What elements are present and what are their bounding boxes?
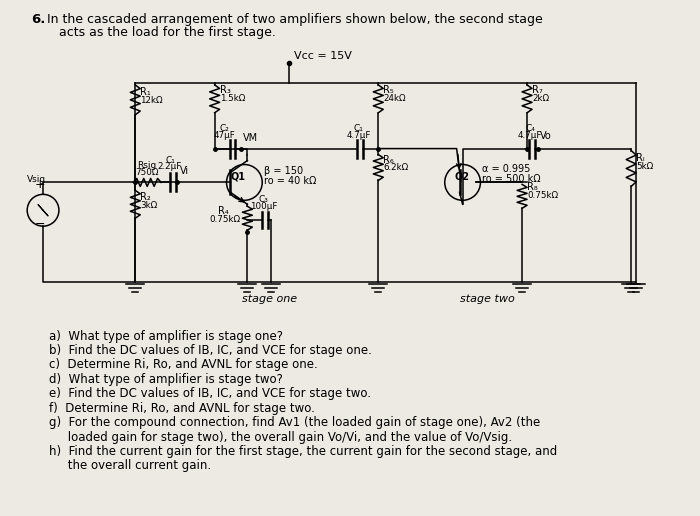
Text: b)  Find the DC values of IB, IC, and VCE for stage one.: b) Find the DC values of IB, IC, and VCE…: [49, 344, 372, 357]
Text: 100μF: 100μF: [249, 202, 277, 211]
Text: C₄: C₄: [525, 124, 535, 133]
Text: C₂: C₂: [220, 124, 230, 133]
Text: 0.75kΩ: 0.75kΩ: [210, 215, 241, 224]
Text: 24kΩ: 24kΩ: [383, 94, 406, 103]
Text: Rₗ: Rₗ: [636, 153, 645, 163]
Text: a)  What type of amplifier is stage one?: a) What type of amplifier is stage one?: [49, 330, 283, 343]
Text: 0.75kΩ: 0.75kΩ: [527, 191, 558, 200]
Text: R₄: R₄: [218, 206, 228, 216]
Text: 4.7μF: 4.7μF: [518, 131, 542, 140]
Text: c)  Determine Ri, Ro, and AVNL for stage one.: c) Determine Ri, Ro, and AVNL for stage …: [49, 359, 318, 372]
Text: VM: VM: [244, 133, 258, 142]
Text: −: −: [35, 218, 46, 231]
Text: Vo: Vo: [540, 131, 552, 141]
Text: R₃: R₃: [220, 85, 230, 95]
Text: f)  Determine Ri, Ro, and AVNL for stage two.: f) Determine Ri, Ro, and AVNL for stage …: [49, 402, 315, 415]
Text: ro = 40 kΩ: ro = 40 kΩ: [264, 176, 316, 186]
Text: R₈: R₈: [527, 182, 538, 192]
Text: Vi: Vi: [180, 167, 189, 176]
Text: α = 0.995: α = 0.995: [482, 165, 531, 174]
Text: C₁: C₁: [165, 155, 175, 165]
Text: In the cascaded arrangement of two amplifiers shown below, the second stage: In the cascaded arrangement of two ampli…: [43, 13, 542, 26]
Text: 2.2μF: 2.2μF: [158, 163, 182, 171]
Text: 5kΩ: 5kΩ: [636, 163, 653, 171]
Text: Rsig: Rsig: [138, 162, 157, 170]
Text: R₂: R₂: [140, 192, 151, 202]
Text: stage two: stage two: [460, 294, 514, 304]
Text: e)  Find the DC values of IB, IC, and VCE for stage two.: e) Find the DC values of IB, IC, and VCE…: [49, 388, 371, 400]
Text: Q2: Q2: [454, 171, 470, 182]
Text: 2kΩ: 2kΩ: [532, 94, 549, 103]
Text: 6.: 6.: [31, 13, 46, 26]
Text: 12kΩ: 12kΩ: [140, 96, 163, 105]
Text: loaded gain for stage two), the overall gain Vo/Vi, and the value of Vo/Vsig.: loaded gain for stage two), the overall …: [49, 430, 512, 444]
Text: 47μF: 47μF: [214, 131, 235, 140]
Text: h)  Find the current gain for the first stage, the current gain for the second s: h) Find the current gain for the first s…: [49, 445, 557, 458]
Text: R₁: R₁: [140, 87, 151, 97]
Text: 750Ω: 750Ω: [135, 168, 159, 178]
Text: +: +: [35, 179, 46, 191]
Text: R₅: R₅: [383, 85, 394, 95]
Text: stage one: stage one: [241, 294, 297, 304]
Text: d)  What type of amplifier is stage two?: d) What type of amplifier is stage two?: [49, 373, 283, 386]
Text: R₆: R₆: [383, 154, 394, 165]
Text: g)  For the compound connection, find Av1 (the loaded gain of stage one), Av2 (t: g) For the compound connection, find Av1…: [49, 416, 540, 429]
Text: ro = 500 kΩ: ro = 500 kΩ: [482, 174, 541, 184]
Text: Vcc = 15V: Vcc = 15V: [294, 51, 352, 61]
Text: R₇: R₇: [532, 85, 542, 95]
Text: acts as the load for the first stage.: acts as the load for the first stage.: [43, 26, 276, 39]
Text: the overall current gain.: the overall current gain.: [49, 459, 211, 473]
Text: C₃: C₃: [258, 195, 268, 204]
Text: 4.7μF: 4.7μF: [346, 131, 370, 140]
Text: Q1: Q1: [230, 171, 246, 182]
Text: 6.2kΩ: 6.2kΩ: [383, 164, 409, 172]
Text: 3kΩ: 3kΩ: [140, 201, 158, 210]
Text: C₁: C₁: [354, 124, 363, 133]
Text: β = 150: β = 150: [264, 167, 303, 176]
Text: Vsig: Vsig: [27, 175, 46, 184]
Text: 1.5kΩ: 1.5kΩ: [220, 94, 245, 103]
